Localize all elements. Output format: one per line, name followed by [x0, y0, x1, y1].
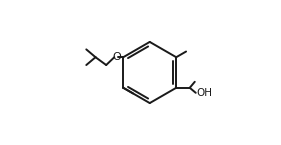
Text: O: O — [112, 52, 121, 62]
Text: OH: OH — [196, 88, 212, 98]
